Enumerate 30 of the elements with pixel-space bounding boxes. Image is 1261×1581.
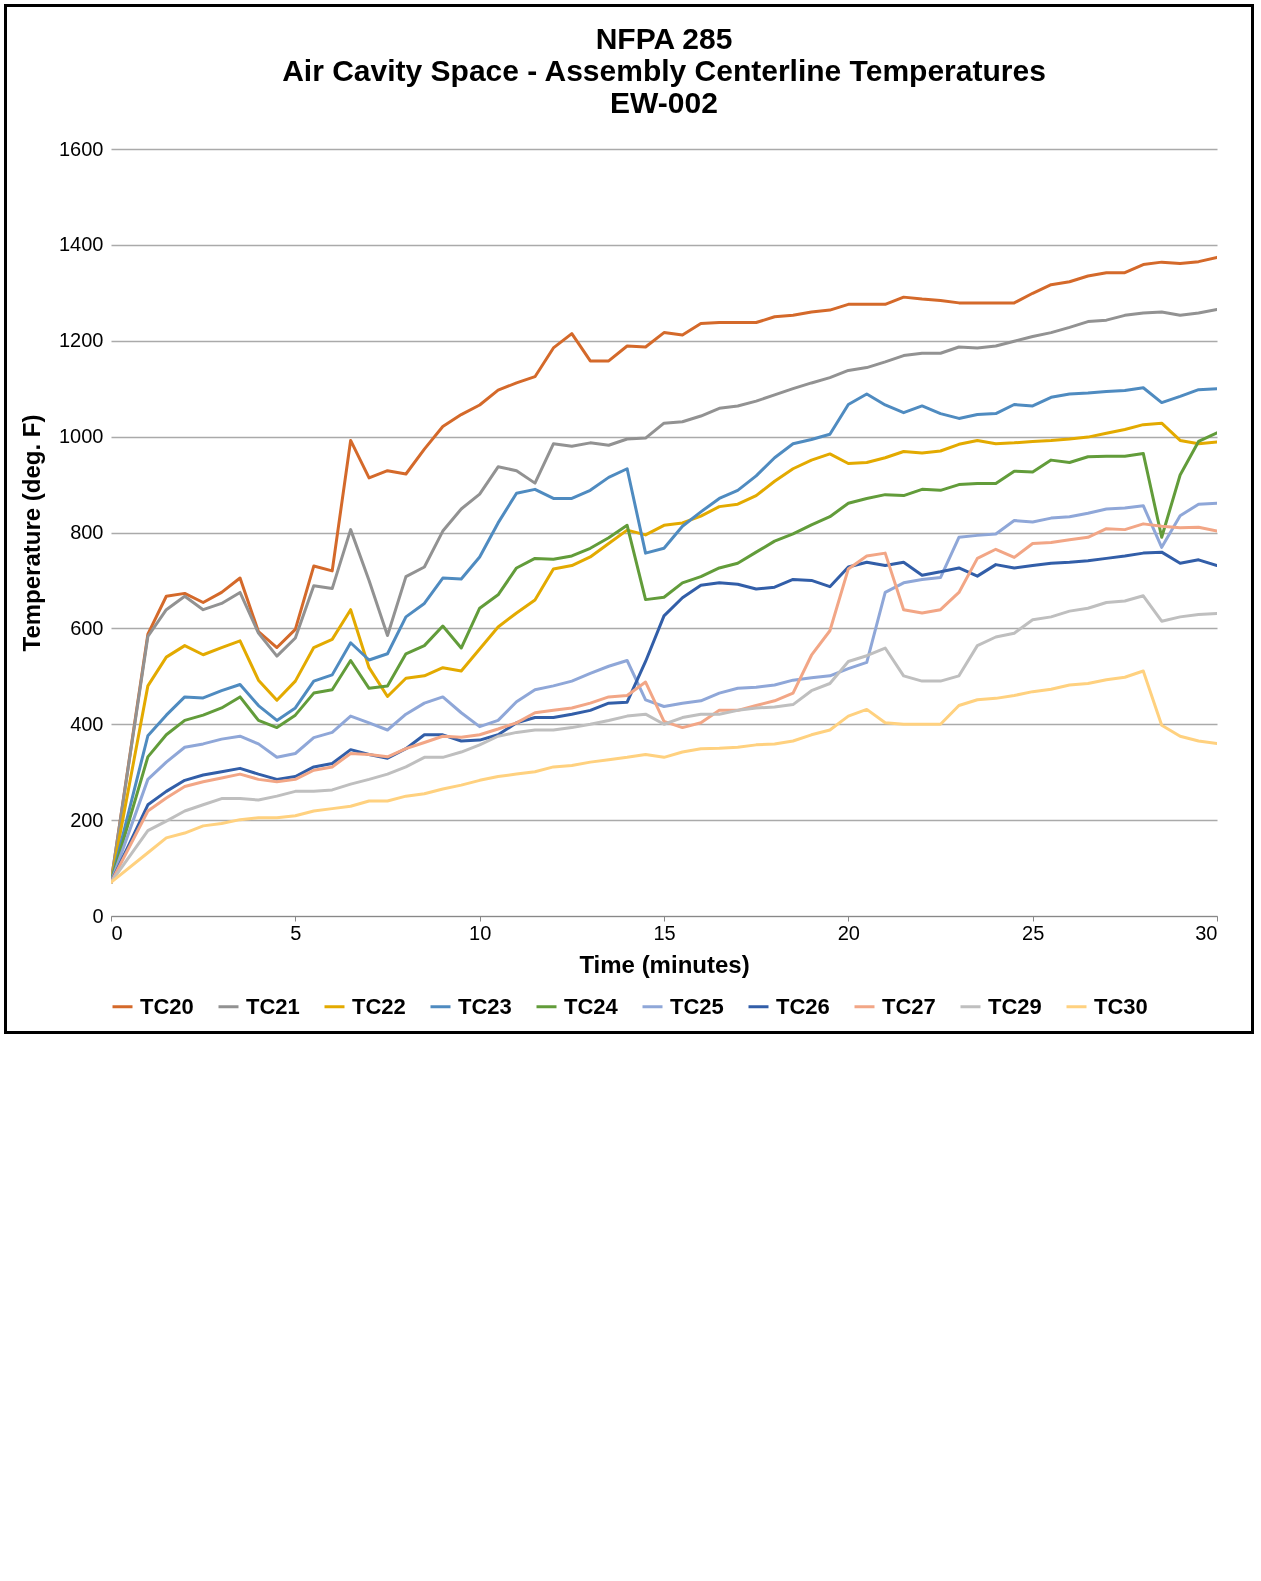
y-tick-label: 1400: [59, 233, 104, 256]
x-tick-label: 30: [1195, 921, 1218, 944]
y-tick-label: 0: [92, 904, 104, 927]
legend-label: TC23: [458, 993, 512, 1019]
legend-label: TC29: [988, 993, 1042, 1019]
x-axis-title: Time (minutes): [579, 950, 750, 978]
y-tick-label: 800: [70, 521, 104, 543]
x-tick-label: 15: [653, 921, 676, 944]
x-tick-label: 25: [1022, 921, 1045, 944]
x-tick-label: 5: [290, 921, 302, 944]
chart-title: NFPA 285 Air Cavity Space - Assembly Centerline Temperatures EW-002: [282, 22, 1046, 119]
y-tick-label: 1200: [59, 329, 104, 352]
legend-label: TC20: [140, 993, 194, 1019]
x-tick-label: 0: [111, 921, 123, 944]
y-tick-label: 1000: [59, 425, 104, 448]
legend-label: TC30: [1094, 993, 1148, 1019]
y-tick-label: 600: [70, 616, 104, 639]
x-tick-label: 10: [469, 921, 492, 944]
legend-label: TC26: [776, 993, 830, 1019]
legend-label: TC21: [246, 993, 300, 1019]
legend-label: TC22: [352, 993, 406, 1019]
line-series: [111, 669, 1217, 884]
y-axis-title: Temperature (deg. F): [18, 414, 46, 652]
x-tick-label: 20: [837, 921, 860, 944]
y-tick-label: 1600: [59, 137, 104, 160]
legend-label: TC25: [670, 993, 724, 1019]
y-tick-label: 400: [70, 712, 104, 735]
legend-label: TC27: [882, 993, 936, 1019]
legend-label: TC24: [564, 993, 619, 1019]
y-tick-label: 200: [70, 808, 104, 831]
